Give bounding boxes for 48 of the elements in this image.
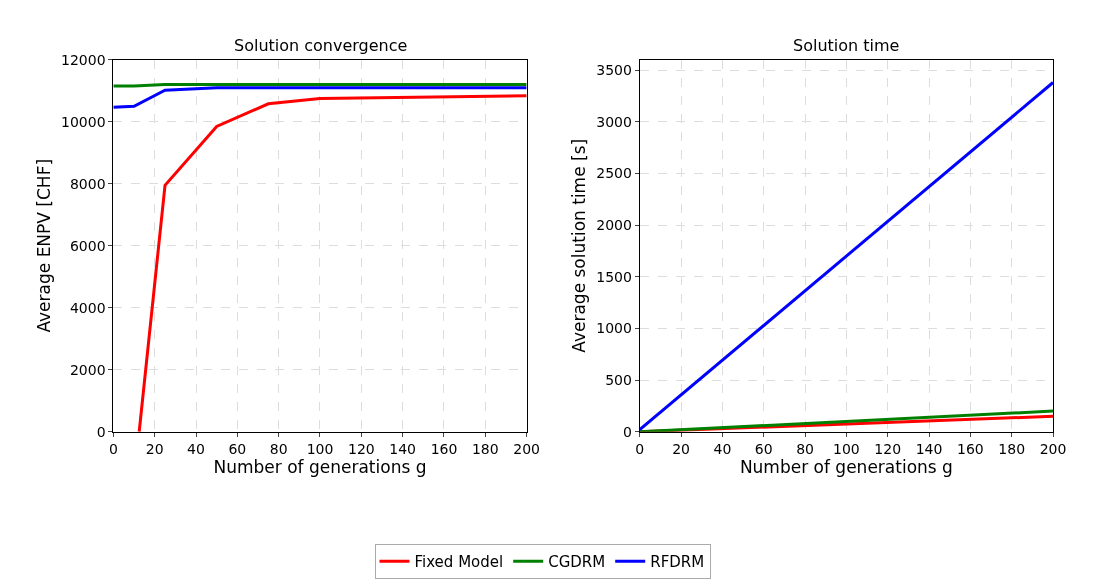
y-tick-label: 8000 [69, 175, 106, 192]
x-tick-label: 20 [672, 440, 690, 457]
y-tick-label: 10000 [61, 113, 106, 130]
y-tick-label: 4000 [69, 299, 106, 316]
x-tick-label: 160 [957, 440, 984, 457]
x-tick-label: 200 [1039, 440, 1067, 457]
legend-label: RFDRM [650, 553, 705, 572]
x-tick-label: 100 [306, 440, 334, 457]
legend-label: Fixed Model [414, 553, 504, 572]
x-tick-label: 200 [513, 440, 541, 457]
y-tick-label: 12000 [61, 51, 106, 68]
x-tick-label: 140 [915, 440, 943, 457]
x-tick-label: 180 [998, 440, 1026, 457]
y-axis-title: Average solution time [s] [568, 138, 589, 353]
line-series [137, 94, 527, 432]
y-tick-label: 0 [96, 423, 106, 440]
chart-title: Solution convergence [234, 36, 408, 55]
y-tick-label: 0 [623, 423, 632, 440]
y-tick-label: 2500 [596, 165, 632, 182]
line-series [113, 86, 527, 109]
y-tick-label: 3500 [596, 61, 632, 78]
x-tick-label: 140 [389, 440, 417, 457]
y-tick-label: 2000 [69, 361, 106, 378]
x-tick-label: 60 [228, 440, 247, 457]
chart-title: Solution time [793, 36, 900, 55]
x-tick-label: 80 [269, 440, 288, 457]
y-tick-label: 2000 [596, 216, 632, 233]
x-tick-label: 20 [145, 440, 164, 457]
x-tick-label: 120 [347, 440, 375, 457]
x-tick-label: 0 [635, 440, 645, 457]
x-tick-label: 160 [430, 440, 458, 457]
y-tick-label: 1500 [596, 268, 632, 285]
y-tick-label: 3000 [596, 113, 632, 130]
y-tick-label: 6000 [69, 237, 106, 254]
y-tick-label: 500 [605, 371, 632, 388]
y-axis-title: Average ENPV [CHF] [33, 158, 54, 333]
x-tick-label: 40 [187, 440, 205, 457]
legend-label: CGDRM [548, 553, 606, 572]
x-tick-label: 0 [108, 440, 118, 457]
x-tick-label: 60 [754, 440, 773, 457]
x-axis-title: Number of generations g [213, 456, 427, 477]
x-tick-label: 100 [833, 440, 860, 457]
y-tick-label: 1000 [596, 320, 632, 337]
x-tick-label: 80 [796, 440, 814, 457]
x-tick-label: 120 [874, 440, 902, 457]
x-axis-title: Number of generations g [739, 456, 953, 477]
x-tick-label: 40 [713, 440, 732, 457]
x-tick-label: 180 [471, 440, 499, 457]
